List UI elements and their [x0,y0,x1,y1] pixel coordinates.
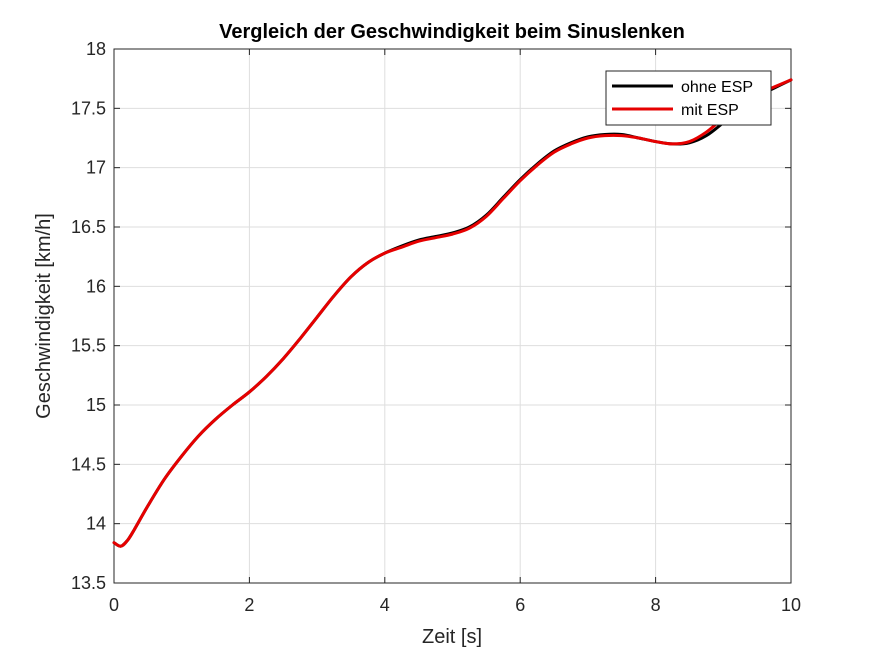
y-tick-label: 16.5 [71,217,106,237]
y-tick-label: 17 [86,158,106,178]
y-tick-label: 16 [86,276,106,296]
x-tick-label: 0 [109,595,119,615]
y-axis-ticks: 13.5 14 14.5 15 15.5 16 16.5 17 17.5 18 [71,39,791,593]
series-line-mit-esp [112,78,793,548]
x-tick-label: 4 [380,595,390,615]
legend-box [605,70,772,126]
y-tick-label: 15 [86,395,106,415]
y-tick-label: 14 [86,514,106,534]
x-tick-label: 6 [515,595,525,615]
y-tick-label: 15.5 [71,336,106,356]
series-line-ohne-esp [112,78,793,548]
grid-lines [114,49,791,583]
x-tick-label: 2 [244,595,254,615]
chart-title: Vergleich der Geschwindigkeit beim Sinus… [219,21,685,43]
y-axis-label: Geschwindigkeit [km/h] [33,213,55,419]
legend: ohne ESP mit ESP [605,70,772,126]
y-tick-label: 14.5 [71,454,106,474]
y-tick-label: 18 [86,39,106,59]
y-tick-label: 13.5 [71,573,106,593]
x-tick-label: 10 [781,595,801,615]
x-tick-label: 8 [651,595,661,615]
x-axis-label: Zeit [s] [422,626,482,648]
x-axis-ticks: 0 2 4 6 8 10 [109,49,801,615]
legend-label-mit-esp: mit ESP [681,102,739,119]
series-lines [112,78,793,548]
legend-label-ohne-esp: ohne ESP [681,79,753,96]
plot-area-frame [113,48,792,584]
y-tick-label: 17.5 [71,98,106,118]
